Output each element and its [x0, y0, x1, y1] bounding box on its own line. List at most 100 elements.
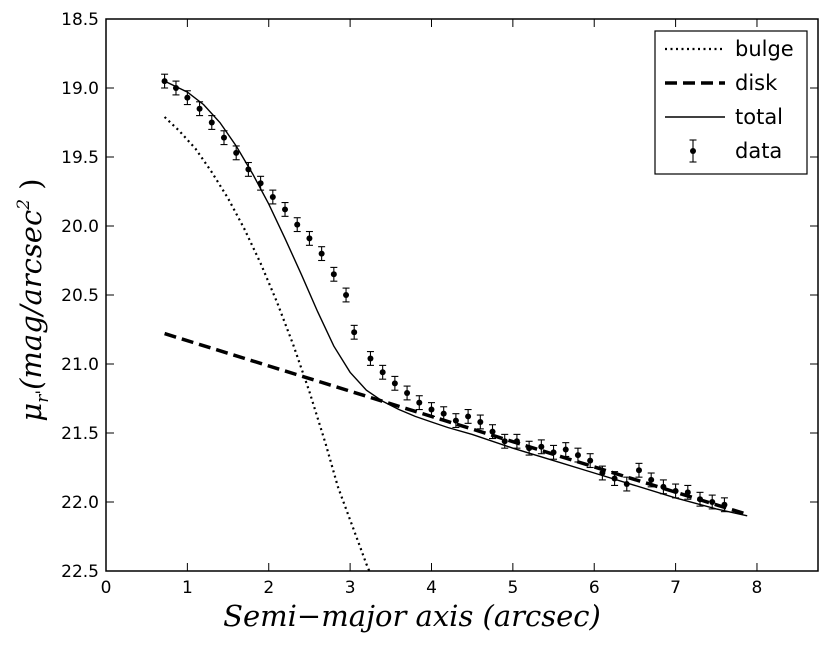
data-point [574, 447, 582, 463]
data-marker [660, 483, 667, 490]
data-point [269, 189, 277, 205]
data-marker [294, 221, 301, 228]
data-point [293, 217, 301, 233]
x-tick-label: 2 [263, 578, 274, 598]
data-marker [208, 119, 215, 126]
legend-label: bulge [735, 37, 794, 61]
data-marker [233, 149, 240, 156]
data-point [330, 266, 338, 282]
data-point [537, 439, 545, 455]
data-point [257, 175, 265, 191]
data-marker [351, 329, 358, 336]
data-marker [257, 180, 264, 187]
data-marker [282, 206, 289, 213]
y-tick-label: 20.5 [61, 286, 99, 306]
data-point [350, 324, 358, 340]
data-point [550, 444, 558, 460]
data-marker [440, 410, 447, 417]
data-point [196, 101, 204, 117]
data-marker [220, 134, 227, 141]
y-tick-label: 19.5 [61, 148, 99, 168]
legend-box [654, 30, 808, 175]
x-tick-label: 8 [752, 578, 763, 598]
data-marker [416, 399, 423, 406]
x-tick-label: 1 [182, 578, 193, 598]
data-marker [538, 443, 545, 450]
legend-item-disk: disk [665, 71, 778, 95]
x-tick-label: 7 [670, 578, 681, 598]
data-point [172, 80, 180, 96]
data-marker [465, 413, 472, 420]
data-point [183, 90, 191, 106]
axis-titles: Semi−major axis (arcsec) μr'(mag/arcsec2 … [14, 178, 601, 633]
data-point [403, 385, 411, 401]
data-point [635, 462, 643, 478]
data-point [440, 406, 448, 422]
legend-swatch-marker [690, 148, 696, 154]
y-tick-label: 22.5 [61, 562, 99, 582]
x-tick-label: 4 [426, 578, 437, 598]
y-tick-label: 20.0 [61, 217, 99, 237]
data-marker [172, 85, 179, 91]
legend-item-total: total [665, 105, 783, 129]
data-marker [161, 78, 168, 85]
data-marker [489, 428, 496, 435]
data-marker [367, 355, 374, 362]
axis-layer: 0 1 2 3 4 5 6 7 8 18.5 19.0 19.5 20.0 20.5 21.0 21.5 22.… [61, 10, 818, 598]
data-marker [343, 292, 350, 298]
x-tick-label: 3 [345, 578, 356, 598]
data-marker [684, 489, 691, 496]
data-point [611, 471, 619, 486]
data-point [379, 364, 387, 380]
data-point [720, 497, 728, 513]
data-marker [635, 467, 642, 474]
y-title-symbol: μ [14, 403, 48, 422]
y-title-unit: (mag/arcsec [14, 210, 48, 390]
data-marker [526, 445, 533, 452]
data-point [305, 230, 313, 246]
data-point [452, 413, 460, 429]
data-marker [697, 496, 704, 503]
data-point [427, 402, 435, 417]
data-marker [501, 438, 508, 445]
data-marker [379, 369, 386, 376]
data-marker [269, 194, 276, 201]
data-point [525, 440, 533, 456]
data-marker [452, 417, 459, 424]
data-marker [721, 501, 728, 508]
data-point [161, 73, 169, 89]
data-point [659, 479, 667, 495]
plot-frame [105, 18, 819, 572]
y-axis-title: μr'(mag/arcsec2 ) [14, 178, 53, 421]
x-tick-label: 6 [589, 578, 600, 598]
data-marker [513, 438, 520, 445]
y-tick-label: 22.0 [61, 493, 99, 513]
x-axis-title: Semi−major axis (arcsec) [223, 599, 601, 633]
data-point [684, 484, 692, 500]
data-marker [574, 452, 581, 459]
data-marker [318, 250, 325, 257]
y-title-exponent: 2 [14, 199, 34, 211]
data-point [415, 395, 423, 411]
y-title-subscript: r' [33, 390, 53, 403]
data-point [647, 472, 655, 488]
data-point [318, 246, 326, 262]
data-point [366, 351, 374, 366]
data-marker [196, 105, 203, 112]
data-point [391, 375, 399, 391]
data-marker [599, 470, 606, 477]
series-total-line [164, 80, 748, 517]
data-point [708, 494, 716, 510]
data-marker [404, 389, 411, 396]
data-point [244, 161, 252, 177]
data-point [232, 145, 240, 161]
y-tick-label: 21.5 [61, 424, 99, 444]
data-marker [330, 271, 337, 278]
y-title-close: ) [14, 178, 48, 199]
data-marker [623, 481, 630, 488]
y-tick-label: 19.0 [61, 79, 99, 99]
data-marker [306, 235, 313, 242]
data-point [476, 414, 484, 430]
data-point [623, 476, 631, 492]
data-point [513, 433, 521, 449]
